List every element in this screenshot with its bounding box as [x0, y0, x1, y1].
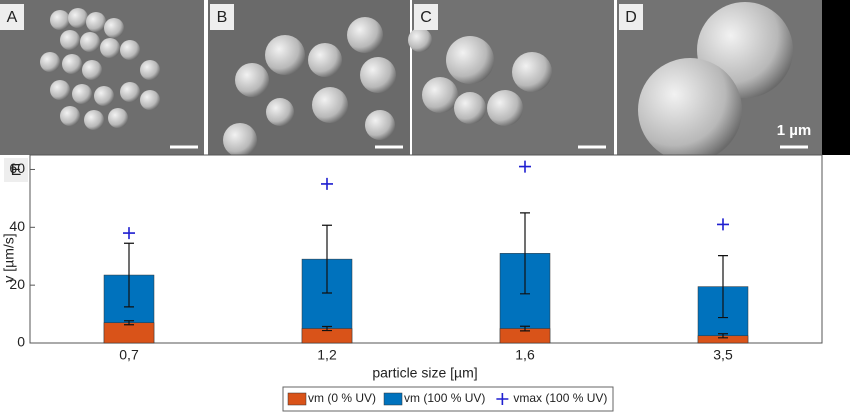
plot-frame — [29, 154, 823, 344]
panel-label: A — [7, 9, 18, 26]
y-axis-label: v [µm/s] — [1, 233, 17, 282]
panel-label: B — [217, 9, 228, 26]
panel-label: E — [11, 162, 22, 179]
x-axis-label: particle size [µm] — [372, 365, 477, 381]
panel-b — [208, 0, 410, 157]
legend-label: vm (0 % UV) — [308, 391, 376, 405]
legend-swatch — [383, 392, 403, 406]
scale-label: 1 µm — [777, 122, 812, 139]
max-marker — [321, 177, 333, 190]
error-bar — [718, 255, 728, 319]
y-tick-label: 0 — [17, 334, 25, 350]
x-tick-label: 1,2 — [317, 347, 337, 363]
legend-label: vmax (100 % UV) — [513, 391, 607, 405]
error-bar — [124, 242, 134, 308]
legend-label: vm (100 % UV) — [404, 391, 485, 405]
error-bar — [718, 333, 728, 339]
bar — [103, 322, 155, 344]
legend-swatch — [287, 392, 307, 406]
legend — [282, 386, 614, 412]
x-tick-label: 3,5 — [713, 347, 733, 363]
max-marker — [717, 218, 729, 231]
panel-label: C — [420, 9, 432, 26]
y-tick-label: 20 — [9, 276, 25, 292]
legend-swatch — [496, 393, 509, 405]
panel-d: 1 µm — [617, 0, 822, 162]
panel-a — [0, 0, 204, 155]
error-bar — [322, 224, 332, 294]
panel-label-box — [4, 158, 28, 182]
error-bar — [124, 320, 134, 326]
max-marker — [123, 227, 135, 240]
panel-c — [408, 0, 614, 155]
panel-labels: A B C D — [0, 4, 643, 30]
y-tick-label: 60 — [9, 160, 25, 176]
x-tick-label: 1,6 — [515, 347, 535, 363]
black-edge — [822, 0, 850, 155]
max-marker — [519, 160, 531, 173]
y-tick-label: 40 — [9, 218, 25, 234]
x-tick-label: 0,7 — [119, 347, 139, 363]
error-bar — [520, 212, 530, 295]
error-bar — [520, 325, 530, 332]
error-bar — [322, 325, 332, 332]
panel-label: D — [625, 9, 637, 26]
